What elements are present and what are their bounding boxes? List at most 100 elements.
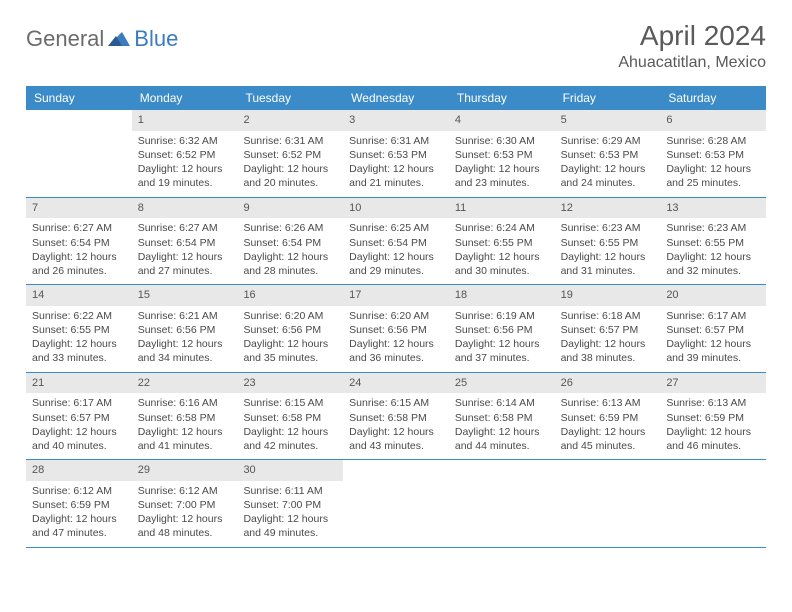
- day-number: 27: [660, 373, 766, 394]
- day-cell: 1Sunrise: 6:32 AMSunset: 6:52 PMDaylight…: [132, 110, 238, 197]
- sunrise-line: Sunrise: 6:30 AM: [455, 134, 549, 148]
- day-cell: 2Sunrise: 6:31 AMSunset: 6:52 PMDaylight…: [237, 110, 343, 197]
- sunset-line: Sunset: 6:56 PM: [138, 323, 232, 337]
- day-cell: 9Sunrise: 6:26 AMSunset: 6:54 PMDaylight…: [237, 198, 343, 285]
- week-row: 28Sunrise: 6:12 AMSunset: 6:59 PMDayligh…: [26, 460, 766, 548]
- day-cell: 29Sunrise: 6:12 AMSunset: 7:00 PMDayligh…: [132, 460, 238, 547]
- day-number: 5: [555, 110, 661, 131]
- day-number: 1: [132, 110, 238, 131]
- day-content: Sunrise: 6:12 AMSunset: 6:59 PMDaylight:…: [26, 481, 132, 547]
- day-cell: 28Sunrise: 6:12 AMSunset: 6:59 PMDayligh…: [26, 460, 132, 547]
- day-content: Sunrise: 6:30 AMSunset: 6:53 PMDaylight:…: [449, 131, 555, 197]
- day-content: Sunrise: 6:25 AMSunset: 6:54 PMDaylight:…: [343, 218, 449, 284]
- daylight-line: Daylight: 12 hours and 41 minutes.: [138, 425, 232, 453]
- daylight-line: Daylight: 12 hours and 46 minutes.: [666, 425, 760, 453]
- sunrise-line: Sunrise: 6:13 AM: [561, 396, 655, 410]
- sunset-line: Sunset: 6:57 PM: [32, 411, 126, 425]
- day-cell: 13Sunrise: 6:23 AMSunset: 6:55 PMDayligh…: [660, 198, 766, 285]
- day-content: Sunrise: 6:28 AMSunset: 6:53 PMDaylight:…: [660, 131, 766, 197]
- daylight-line: Daylight: 12 hours and 44 minutes.: [455, 425, 549, 453]
- sunrise-line: Sunrise: 6:31 AM: [349, 134, 443, 148]
- sunset-line: Sunset: 6:52 PM: [243, 148, 337, 162]
- day-number: 18: [449, 285, 555, 306]
- day-content: Sunrise: 6:31 AMSunset: 6:52 PMDaylight:…: [237, 131, 343, 197]
- weeks-container: 1Sunrise: 6:32 AMSunset: 6:52 PMDaylight…: [26, 110, 766, 548]
- day-cell: 15Sunrise: 6:21 AMSunset: 6:56 PMDayligh…: [132, 285, 238, 372]
- daylight-line: Daylight: 12 hours and 20 minutes.: [243, 162, 337, 190]
- day-cell: 17Sunrise: 6:20 AMSunset: 6:56 PMDayligh…: [343, 285, 449, 372]
- sunset-line: Sunset: 6:55 PM: [666, 236, 760, 250]
- sunrise-line: Sunrise: 6:20 AM: [243, 309, 337, 323]
- day-content: Sunrise: 6:23 AMSunset: 6:55 PMDaylight:…: [660, 218, 766, 284]
- week-row: 21Sunrise: 6:17 AMSunset: 6:57 PMDayligh…: [26, 373, 766, 461]
- sunset-line: Sunset: 6:53 PM: [349, 148, 443, 162]
- sunrise-line: Sunrise: 6:19 AM: [455, 309, 549, 323]
- day-cell: 18Sunrise: 6:19 AMSunset: 6:56 PMDayligh…: [449, 285, 555, 372]
- day-cell: 10Sunrise: 6:25 AMSunset: 6:54 PMDayligh…: [343, 198, 449, 285]
- daylight-line: Daylight: 12 hours and 47 minutes.: [32, 512, 126, 540]
- day-cell: 23Sunrise: 6:15 AMSunset: 6:58 PMDayligh…: [237, 373, 343, 460]
- day-cell: 22Sunrise: 6:16 AMSunset: 6:58 PMDayligh…: [132, 373, 238, 460]
- daylight-line: Daylight: 12 hours and 32 minutes.: [666, 250, 760, 278]
- day-cell: 5Sunrise: 6:29 AMSunset: 6:53 PMDaylight…: [555, 110, 661, 197]
- sunset-line: Sunset: 6:59 PM: [666, 411, 760, 425]
- day-cell: 21Sunrise: 6:17 AMSunset: 6:57 PMDayligh…: [26, 373, 132, 460]
- daylight-line: Daylight: 12 hours and 37 minutes.: [455, 337, 549, 365]
- day-number: 4: [449, 110, 555, 131]
- sunrise-line: Sunrise: 6:24 AM: [455, 221, 549, 235]
- day-number: 7: [26, 198, 132, 219]
- daylight-line: Daylight: 12 hours and 49 minutes.: [243, 512, 337, 540]
- daylight-line: Daylight: 12 hours and 24 minutes.: [561, 162, 655, 190]
- day-number: 22: [132, 373, 238, 394]
- sunrise-line: Sunrise: 6:26 AM: [243, 221, 337, 235]
- day-cell: 27 Sunrise: 6:13 AMSunset: 6:59 PMDayligh…: [660, 373, 766, 460]
- sunrise-line: Sunrise: 6:27 AM: [32, 221, 126, 235]
- day-cell: 16Sunrise: 6:20 AMSunset: 6:56 PMDayligh…: [237, 285, 343, 372]
- empty-cell: [343, 460, 449, 547]
- sunrise-line: Sunrise: 6:14 AM: [455, 396, 549, 410]
- sunrise-line: Sunrise: 6:13 AM: [666, 396, 760, 410]
- sunset-line: Sunset: 6:57 PM: [561, 323, 655, 337]
- empty-cell: [449, 460, 555, 547]
- sunset-line: Sunset: 6:54 PM: [349, 236, 443, 250]
- sunset-line: Sunset: 6:53 PM: [455, 148, 549, 162]
- day-number: 25: [449, 373, 555, 394]
- logo-text-blue: Blue: [134, 26, 178, 52]
- sunset-line: Sunset: 6:55 PM: [561, 236, 655, 250]
- sunrise-line: Sunrise: 6:21 AM: [138, 309, 232, 323]
- logo-text-general: General: [26, 26, 104, 52]
- day-header: Tuesday: [237, 86, 343, 110]
- day-content: Sunrise: 6:29 AMSunset: 6:53 PMDaylight:…: [555, 131, 661, 197]
- sunset-line: Sunset: 6:56 PM: [455, 323, 549, 337]
- sunrise-line: Sunrise: 6:31 AM: [243, 134, 337, 148]
- day-content: Sunrise: 6:23 AMSunset: 6:55 PMDaylight:…: [555, 218, 661, 284]
- day-number: 14: [26, 285, 132, 306]
- daylight-line: Daylight: 12 hours and 31 minutes.: [561, 250, 655, 278]
- day-cell: 26Sunrise: 6:13 AMSunset: 6:59 PMDayligh…: [555, 373, 661, 460]
- day-content: Sunrise: 6:11 AMSunset: 7:00 PMDaylight:…: [237, 481, 343, 547]
- sunrise-line: Sunrise: 6:29 AM: [561, 134, 655, 148]
- day-header: Monday: [132, 86, 238, 110]
- daylight-line: Daylight: 12 hours and 45 minutes.: [561, 425, 655, 453]
- daylight-line: Daylight: 12 hours and 43 minutes.: [349, 425, 443, 453]
- sunset-line: Sunset: 6:52 PM: [138, 148, 232, 162]
- sunrise-line: Sunrise: 6:11 AM: [243, 484, 337, 498]
- empty-cell: [555, 460, 661, 547]
- day-content: Sunrise: 6:24 AMSunset: 6:55 PMDaylight:…: [449, 218, 555, 284]
- day-number: 28: [26, 460, 132, 481]
- day-number: 30: [237, 460, 343, 481]
- empty-cell: [660, 460, 766, 547]
- sunrise-line: Sunrise: 6:23 AM: [666, 221, 760, 235]
- sunrise-line: Sunrise: 6:25 AM: [349, 221, 443, 235]
- day-number: 24: [343, 373, 449, 394]
- month-title: April 2024: [618, 20, 766, 52]
- daylight-line: Daylight: 12 hours and 23 minutes.: [455, 162, 549, 190]
- sunset-line: Sunset: 6:58 PM: [455, 411, 549, 425]
- daylight-line: Daylight: 12 hours and 29 minutes.: [349, 250, 443, 278]
- daylight-line: Daylight: 12 hours and 38 minutes.: [561, 337, 655, 365]
- sunrise-line: Sunrise: 6:15 AM: [349, 396, 443, 410]
- day-number: 23: [237, 373, 343, 394]
- day-content: Sunrise: 6:27 AMSunset: 6:54 PMDaylight:…: [26, 218, 132, 284]
- day-content: Sunrise: 6:19 AMSunset: 6:56 PMDaylight:…: [449, 306, 555, 372]
- location: Ahuacatitlan, Mexico: [618, 54, 766, 72]
